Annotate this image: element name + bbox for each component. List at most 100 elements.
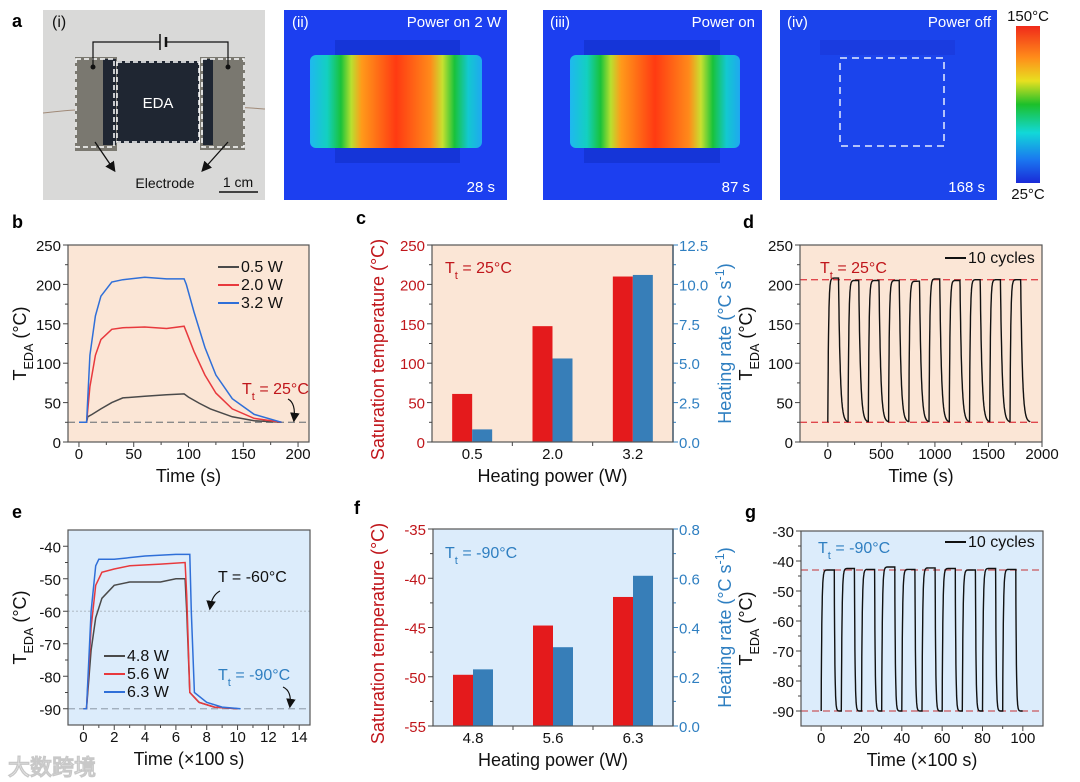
series-line-20W [79,325,282,424]
x-category-label: 4.8 [463,730,484,747]
y-tick-label: 50 [44,396,61,413]
y-axis-title: TEDA (°C) [10,590,36,664]
image-title: Power off [928,14,992,31]
y-tick-label: -45 [404,621,426,638]
x-tick-label: 1000 [918,446,951,463]
image-title: Power on [692,14,755,31]
y-tick-label: -40 [39,539,61,556]
y-tick-label: 100 [36,356,61,373]
panel-label-e: e [12,502,22,522]
series-line-cycles [820,566,1023,712]
right-y-tick-label: 0.0 [679,435,700,452]
y-tick-label: 250 [36,238,61,255]
right-axis-title-end: ) [715,547,735,553]
dashed-outlines [75,58,245,148]
charts: b0.5 W2.0 W3.2 W0 50 100 150 200050100150200… [10,208,1059,770]
annotation-main: T [818,540,828,557]
series-line-63W [83,553,241,710]
chart-panel-d: d 10 cycles 0 500 1000 1500 2000 0 50 100 150 200 25… [736,212,1059,486]
bar-heating-rate [553,647,573,726]
annotation: Tt = 25°C [820,260,887,282]
y-axis-title-main: Saturation temperature (°C) [368,523,388,744]
y-tick-label: 0 [785,435,793,452]
panel-label-d: d [743,212,754,232]
bar-heating-rate [552,358,573,442]
contact-dot [225,64,231,70]
series-line-05W [79,393,282,424]
bar-saturation-temperature [532,326,553,442]
heat-region [310,55,482,148]
chart-panel-f: f 4.8 5.6 6.3 0.0 0.2 0.4 0.6 0.8 Heating rate (°… [354,498,735,770]
annotation-main: T [242,381,252,398]
panel-label-f: f [354,498,361,518]
right-y-tick-label: 12.5 [679,238,708,255]
x-tick-label: 4 [141,729,149,746]
chart-panel-c: c 0.5 2.0 3.2 0.0 2.5 5.0 7.5 10.0 12.5 Heating ra… [356,208,735,486]
y-axis-title-main: Saturation temperature (°C) [368,239,388,460]
annotation-rest: = 25°C [833,260,887,277]
x-axis-title: Heating power (W) [477,466,627,486]
annotation-rest: = -90°C [831,540,890,557]
legend-label: 2.0 W [241,277,284,294]
annotation-subscript: t [228,677,232,689]
thermal-tab [584,145,720,163]
sample-label: EDA [143,95,174,112]
annotation: Tt = 25°C [445,260,512,282]
thermal-image-ii: (ii) Power on 2 W 28 s [284,10,507,200]
colorbar: 150°C 25°C [1007,8,1049,203]
arrow-icon [94,141,116,173]
x-tick-label: 8 [203,729,211,746]
chart-panel-g: g 10 cycles 0 20 40 60 80 100 -90 -80 -70 -60 -50 -40… [736,502,1044,770]
x-tick-label: 14 [291,729,308,746]
electrode-label: Electrode [135,175,194,191]
image-tag: (ii) [292,14,309,31]
legend-label: 3.2 W [241,295,284,312]
x-tick-label: 80 [974,730,991,747]
x-category-label: 3.2 [622,446,643,463]
right-axis-title-superscript: -1 [713,553,727,564]
y-tick-label: -30 [772,524,794,541]
panel-label-c: c [356,208,366,228]
x-category-label: 2.0 [542,446,563,463]
y-tick-label: -70 [772,644,794,661]
x-tick-label: 2000 [1025,446,1058,463]
panel-label-a: a [12,11,23,31]
x-tick-label: 20 [853,730,870,747]
image-time: 28 s [467,179,495,196]
y-axis-title-main: T [10,370,30,381]
x-tick-label: 150 [231,446,256,463]
image-tag: (iii) [550,14,570,31]
right-y-tick-label: 0.4 [679,621,700,638]
right-y-tick-label: 0.0 [679,719,700,736]
y-axis-title-main: T [736,370,756,381]
annotation-rest: = 25°C [255,381,309,398]
annotation-rest: = -90°C [458,545,517,562]
annotation: T = -60°C [218,569,287,586]
y-tick-label: 100 [400,356,425,373]
y-tick-label: -40 [772,554,794,571]
panel-label-g: g [745,502,756,522]
y-axis-title-main: T [10,654,30,665]
thermal-image-iii: (iii) Power on 87 s [543,10,762,200]
right-axis-title-superscript: -1 [713,269,727,280]
series-line-32W [79,276,282,424]
watermark: 大数跨境 [8,755,96,780]
annotation-subscript: t [830,270,834,282]
bar-heating-rate [473,669,493,726]
thermal-tab [335,145,460,163]
y-tick-label: 0 [417,435,425,452]
x-tick-label: 12 [260,729,277,746]
legend-label: 0.5 W [241,259,284,276]
bar-saturation-temperature [452,393,473,442]
plot-frame [800,530,1044,727]
image-title: Power on 2 W [407,14,502,31]
x-tick-label: 60 [934,730,951,747]
x-axis-title: Time (×100 s) [134,749,245,769]
right-y-tick-label: 0.8 [679,522,700,539]
right-y-tick-label: 10.0 [679,277,708,294]
panel-a: a EDA Electrode 1 cm (i) [12,8,1049,203]
legend-label: 6.3 W [127,684,170,701]
y-axis-title-subscript: EDA [748,343,762,369]
thermal-background [780,10,997,200]
y-tick-label: -60 [39,604,61,621]
